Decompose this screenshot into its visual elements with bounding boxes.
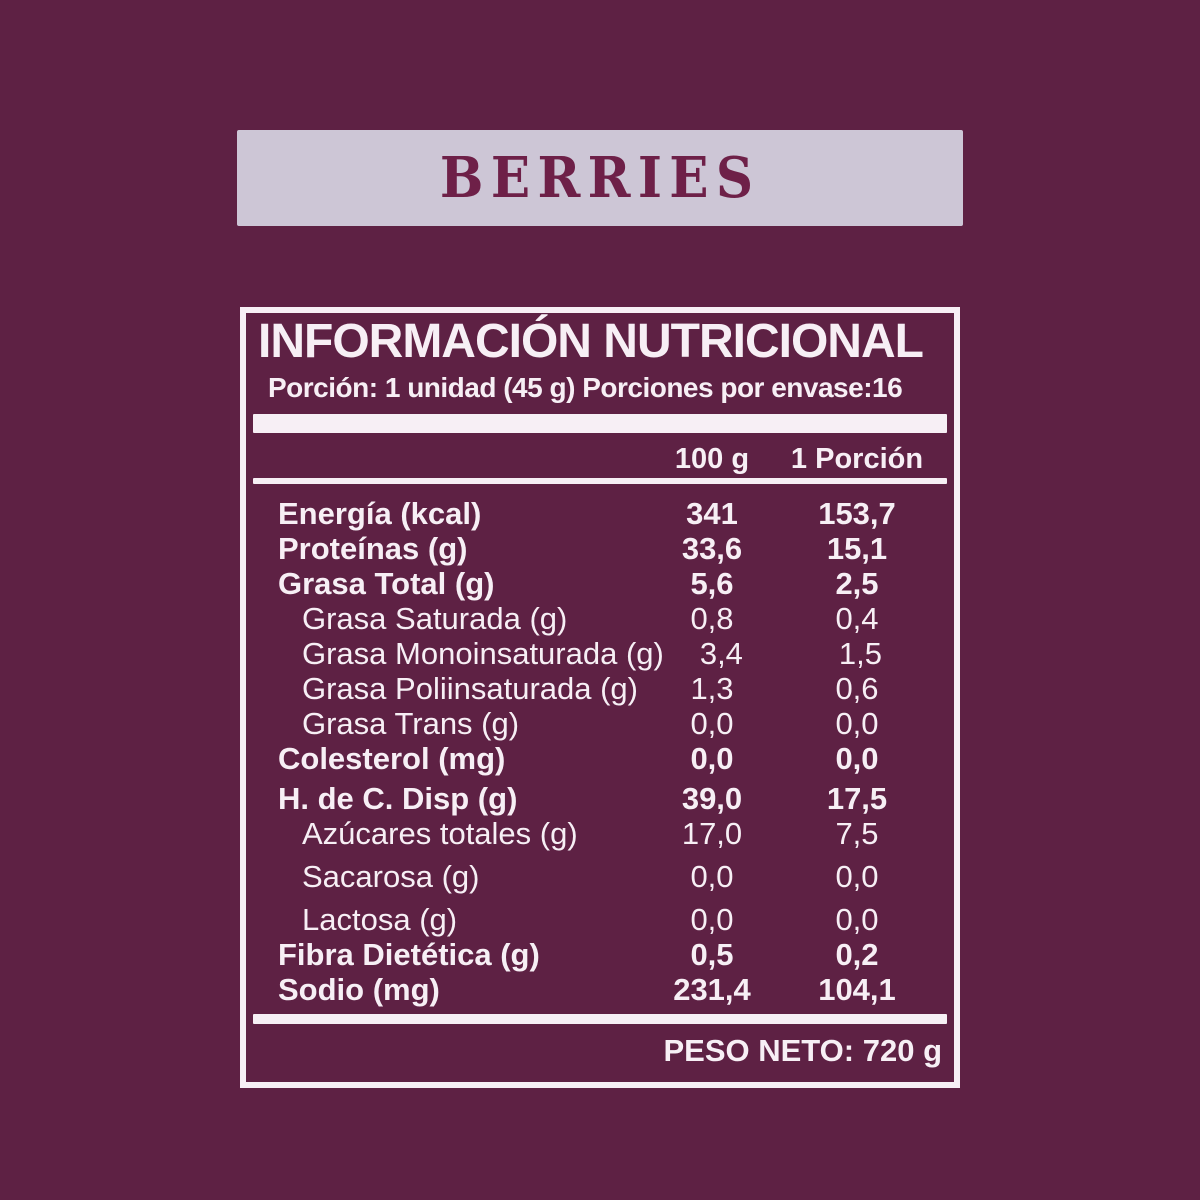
row-value-100g: 5,6 — [690, 566, 734, 602]
row-value-portion: 0,4 — [835, 601, 879, 637]
row-value-portion: 15,1 — [826, 531, 888, 567]
divider-thick-top — [253, 414, 947, 434]
table-row: Sacarosa (g) 0,0 0,0 — [246, 859, 954, 894]
row-value-100g: 0,5 — [690, 937, 734, 973]
row-value-portion: 17,5 — [826, 781, 888, 817]
row-value-portion: 153,7 — [818, 496, 896, 532]
row-value-portion: 1,5 — [838, 636, 883, 672]
flavor-title: BERRIES — [439, 145, 761, 211]
table-row: H. de C. Disp (g) 39,0 17,5 — [246, 781, 954, 816]
row-value-100g: 0,8 — [690, 601, 734, 637]
row-value-100g: 231,4 — [673, 972, 751, 1008]
row-label: H. de C. Disp (g) — [278, 781, 518, 817]
row-label: Colesterol (mg) — [278, 741, 506, 777]
table-row: Colesterol (mg) 0,0 0,0 — [246, 741, 954, 776]
table-row: Grasa Total (g) 5,6 2,5 — [246, 566, 954, 601]
row-value-portion: 0,0 — [835, 859, 879, 895]
row-label: Sacarosa (g) — [302, 859, 480, 895]
row-label: Grasa Total (g) — [278, 566, 495, 602]
column-headers: 100 g 1 Porción — [246, 444, 954, 474]
panel-title: INFORMACIÓN NUTRICIONAL — [258, 315, 924, 368]
row-label: Fibra Dietética (g) — [278, 937, 540, 973]
row-value-100g: 33,6 — [681, 531, 743, 567]
row-label: Lactosa (g) — [302, 902, 458, 938]
column-header-100g: 100 g — [674, 443, 750, 476]
row-value-portion: 0,0 — [835, 741, 879, 777]
row-value-portion: 0,0 — [835, 706, 879, 742]
table-row: Sodio (mg) 231,4 104,1 — [246, 972, 954, 1007]
table-row: Grasa Monoinsaturada (g) 3,4 1,5 — [246, 636, 954, 671]
row-value-100g: 341 — [686, 496, 738, 532]
row-label: Grasa Trans (g) — [302, 706, 520, 742]
table-row: Grasa Saturada (g) 0,8 0,4 — [246, 601, 954, 636]
row-label: Energía (kcal) — [278, 496, 482, 532]
row-value-portion: 7,5 — [835, 816, 879, 852]
net-weight: PESO NETO: 720 g — [663, 1033, 942, 1069]
row-value-100g: 0,0 — [690, 902, 734, 938]
row-value-100g: 0,0 — [690, 706, 734, 742]
divider-under-headers — [253, 478, 947, 485]
table-row: Proteínas (g) 33,6 15,1 — [246, 531, 954, 566]
table-row: Grasa Trans (g) 0,0 0,0 — [246, 706, 954, 741]
table-row: Energía (kcal) 341 153,7 — [246, 496, 954, 531]
serving-info: Porción: 1 unidad (45 g) Porciones por e… — [268, 372, 903, 404]
table-row: Fibra Dietética (g) 0,5 0,2 — [246, 937, 954, 972]
row-value-100g: 0,0 — [690, 741, 734, 777]
column-header-portion: 1 Porción — [790, 443, 924, 476]
row-label: Grasa Poliinsaturada (g) — [302, 671, 638, 707]
row-value-100g: 3,4 — [699, 636, 743, 672]
nutrition-panel: INFORMACIÓN NUTRICIONAL Porción: 1 unida… — [240, 307, 960, 1089]
table-row: Grasa Poliinsaturada (g) 1,3 0,6 — [246, 671, 954, 706]
row-label: Grasa Saturada (g) — [302, 601, 568, 637]
row-value-portion: 104,1 — [818, 972, 896, 1008]
row-value-portion: 2,5 — [835, 566, 879, 602]
row-value-100g: 0,0 — [690, 859, 734, 895]
table-row: Lactosa (g) 0,0 0,0 — [246, 902, 954, 937]
row-label: Proteínas (g) — [278, 531, 468, 567]
row-value-100g: 1,3 — [690, 671, 734, 707]
divider-above-footer — [253, 1014, 947, 1025]
row-label: Grasa Monoinsaturada (g) — [302, 636, 664, 672]
row-value-portion: 0,0 — [835, 902, 879, 938]
flavor-banner: BERRIES — [237, 130, 963, 226]
row-value-portion: 0,2 — [835, 937, 879, 973]
table-row: Azúcares totales (g) 17,0 7,5 — [246, 816, 954, 851]
row-value-portion: 0,6 — [835, 671, 879, 707]
row-label: Azúcares totales (g) — [302, 816, 578, 852]
row-label: Sodio (mg) — [278, 972, 440, 1008]
row-value-100g: 17,0 — [681, 816, 743, 852]
nutrition-table: Energía (kcal) 341 153,7 Proteínas (g) 33,6 1… — [246, 496, 954, 1007]
column-header-spacer — [246, 444, 652, 474]
row-value-100g: 39,0 — [681, 781, 743, 817]
